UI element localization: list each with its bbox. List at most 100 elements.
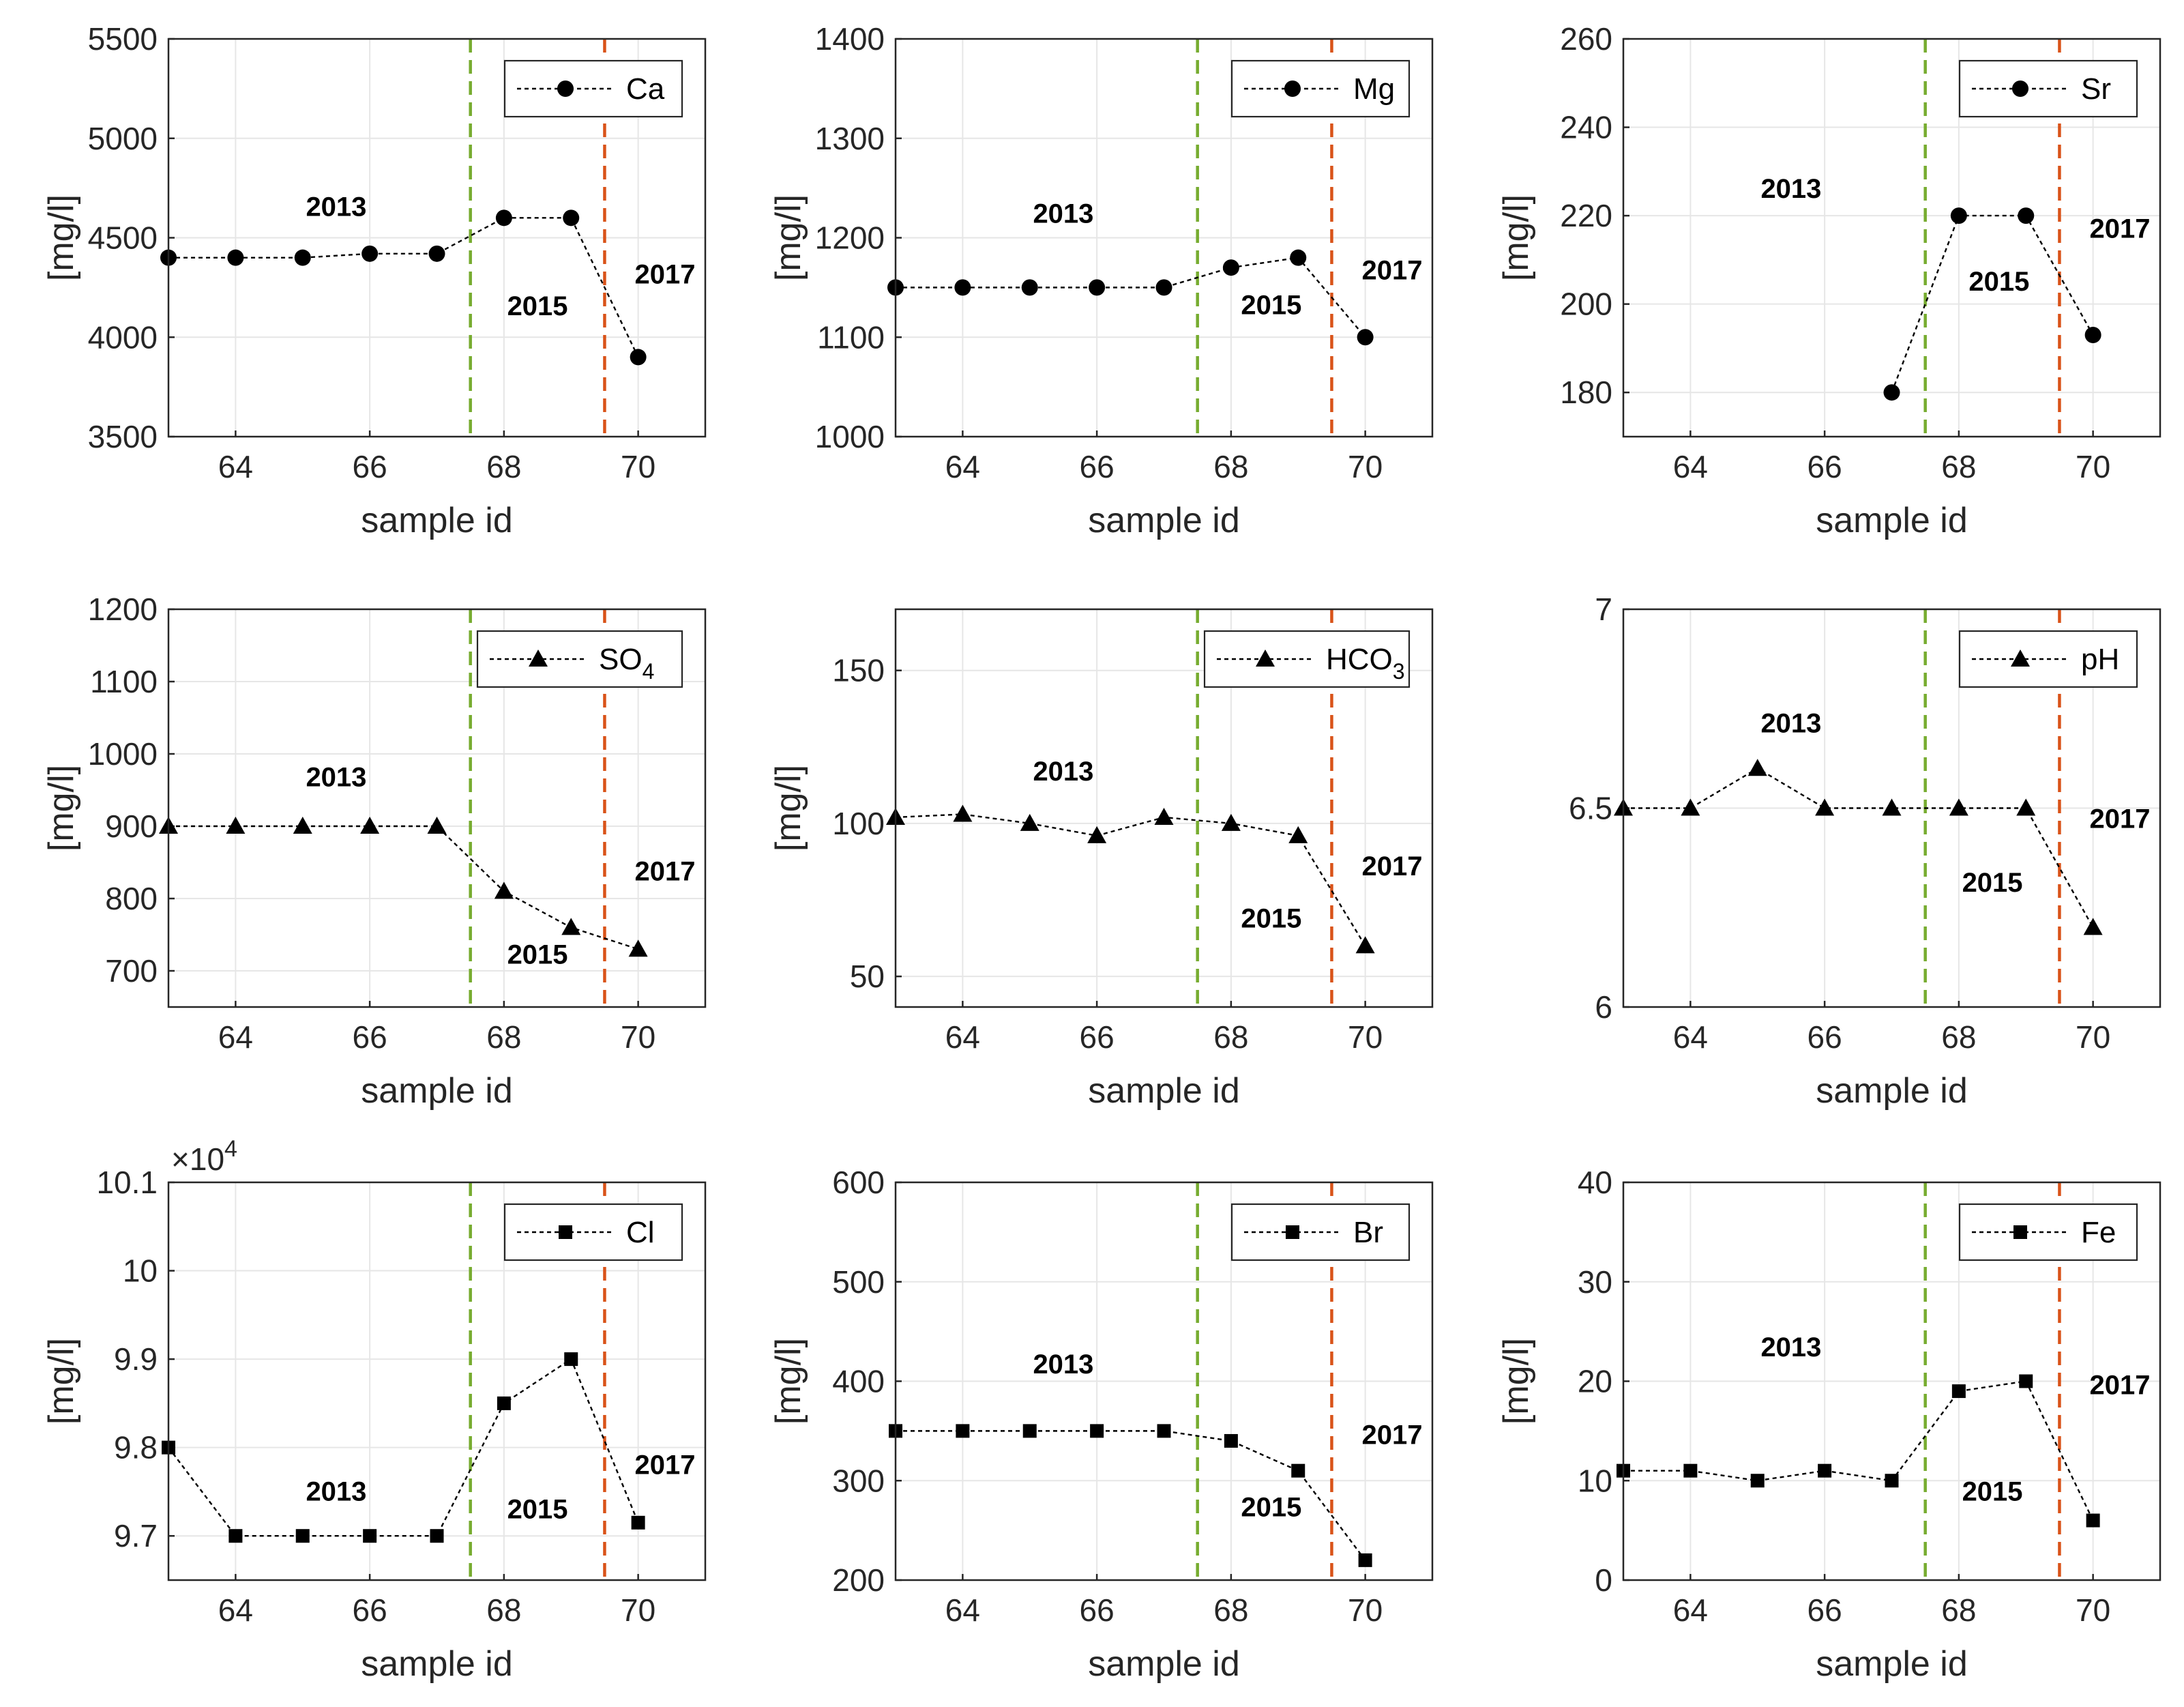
x-tick-label: 70 <box>1348 1592 1383 1628</box>
x-tick-label: 70 <box>621 449 655 484</box>
y-tick-label: 9.9 <box>114 1341 158 1377</box>
data-point <box>561 918 581 935</box>
legend-marker <box>2011 650 2030 667</box>
panel-ph: 64 66 68 70 6 6.5 7 2013 2015 2017 sample id pH <box>1569 592 2161 1111</box>
panel-cl: 64 66 68 70 9.7 9.8 9.9 10 10.1 ×104 2013 2015 2017 s… <box>42 1136 707 1684</box>
data-point <box>360 817 380 834</box>
x-axis-label: sample id <box>1088 1644 1240 1684</box>
legend: Cl <box>503 1203 683 1261</box>
data-point <box>2083 918 2103 935</box>
data-point <box>1221 813 1241 831</box>
axes-box <box>1622 608 2161 1008</box>
annotation-2015: 2015 <box>1962 868 2023 898</box>
x-tick-label: 66 <box>353 449 387 484</box>
y-tick-label: 5500 <box>88 21 158 57</box>
annotation-2013: 2013 <box>306 192 366 222</box>
data-point <box>631 1515 645 1530</box>
y-tick-label: 1400 <box>815 21 885 57</box>
y-tick-label: 400 <box>832 1364 885 1399</box>
annotation-2015: 2015 <box>507 291 568 321</box>
data-point <box>1885 1474 1899 1488</box>
x-tick-label: 64 <box>945 1592 980 1628</box>
series-line <box>896 257 1366 338</box>
data-point <box>563 209 580 227</box>
y-tick-label: 50 <box>850 959 885 994</box>
axes-box <box>1622 38 2161 438</box>
x-tick-label: 70 <box>1348 449 1383 484</box>
annotation-2017: 2017 <box>2089 214 2150 244</box>
y-tick-label: 800 <box>105 881 158 916</box>
data-point <box>1747 759 1767 776</box>
data-point <box>1087 826 1107 843</box>
x-tick-label: 66 <box>1807 1592 1842 1628</box>
data-point <box>494 881 514 899</box>
data-point <box>1357 329 1374 346</box>
x-tick-label: 68 <box>1941 1019 1976 1055</box>
y-tick-label: 1100 <box>817 319 885 355</box>
data-point <box>1358 1553 1372 1567</box>
y-axis-label: [mg/l] <box>42 765 81 851</box>
axes-box <box>894 1181 1434 1581</box>
x-tick-label: 70 <box>1348 1019 1383 1055</box>
y-tick-label: 600 <box>832 1165 885 1200</box>
legend: pH <box>1958 630 2138 688</box>
x-tick-label: 70 <box>2076 1592 2110 1628</box>
panel-br: 64 66 68 70 200 300 400 500 600 2013 2015 2017 sampl… <box>769 1165 1434 1684</box>
data-point <box>1157 1424 1171 1438</box>
legend-label: Ca <box>626 72 665 106</box>
y-exponent-label: ×104 <box>171 1136 237 1177</box>
legend-marker <box>1286 1225 1299 1239</box>
y-tick-label: 10 <box>1578 1463 1612 1498</box>
panel-so: 64 66 68 70 700 800 900 1000 1100 1200 2013 2015 201… <box>42 592 707 1111</box>
data-point <box>2018 207 2035 224</box>
legend-label: Br <box>1353 1216 1383 1249</box>
data-point <box>564 1352 578 1367</box>
x-tick-label: 68 <box>486 1592 521 1628</box>
data-point <box>1681 798 1700 816</box>
legend: HCO3 <box>1203 630 1411 688</box>
data-point <box>1020 813 1039 831</box>
annotation-2017: 2017 <box>2089 1370 2150 1400</box>
x-axis-label: sample id <box>361 1071 513 1111</box>
y-axis-label: [mg/l] <box>42 1338 81 1425</box>
annotation-2017: 2017 <box>634 1450 695 1480</box>
y-tick-label: 10.1 <box>96 1165 158 1200</box>
legend: Br <box>1230 1203 1411 1261</box>
legend-label: Sr <box>2081 72 2111 106</box>
data-point <box>1021 279 1038 296</box>
x-tick-label: 68 <box>1213 1592 1248 1628</box>
y-axis-label: [mg/l] <box>769 765 808 851</box>
y-tick-label: 150 <box>832 653 885 688</box>
x-axis-label: sample id <box>1816 1071 1968 1111</box>
axes-box <box>167 608 707 1008</box>
annotation-2013: 2013 <box>306 763 366 793</box>
data-point <box>1949 798 1968 816</box>
x-tick-label: 70 <box>621 1019 655 1055</box>
series-line <box>1623 767 2094 928</box>
data-point <box>1155 279 1172 296</box>
series-line <box>896 813 1366 946</box>
x-tick-label: 64 <box>218 1592 253 1628</box>
y-tick-label: 500 <box>832 1264 885 1300</box>
annotation-2013: 2013 <box>306 1476 366 1506</box>
x-tick-label: 70 <box>2076 1019 2110 1055</box>
panel-fe: 64 66 68 70 0 10 20 30 40 2013 2015 2017 sample id [m… <box>1496 1165 2161 1684</box>
x-tick-label: 64 <box>218 1019 253 1055</box>
y-tick-label: 300 <box>832 1463 885 1498</box>
data-point <box>1090 1424 1104 1438</box>
annotation-2017: 2017 <box>1361 256 1422 286</box>
data-point <box>427 817 447 834</box>
data-point <box>1951 1384 1966 1399</box>
x-tick-label: 66 <box>1080 1019 1115 1055</box>
data-point <box>1022 1424 1037 1438</box>
y-tick-label: 40 <box>1578 1165 1612 1200</box>
x-tick-label: 68 <box>1941 449 1976 484</box>
y-tick-label: 700 <box>105 953 158 989</box>
data-point <box>1291 1463 1305 1478</box>
legend-marker <box>559 1225 572 1239</box>
y-tick-label: 200 <box>832 1562 885 1598</box>
x-tick-label: 64 <box>945 449 980 484</box>
annotation-2013: 2013 <box>1760 174 1821 204</box>
panel-ca: 64 66 68 70 3500 4000 4500 5000 5500 2013 2015 2017… <box>42 21 707 540</box>
y-tick-label: 3500 <box>88 419 158 454</box>
